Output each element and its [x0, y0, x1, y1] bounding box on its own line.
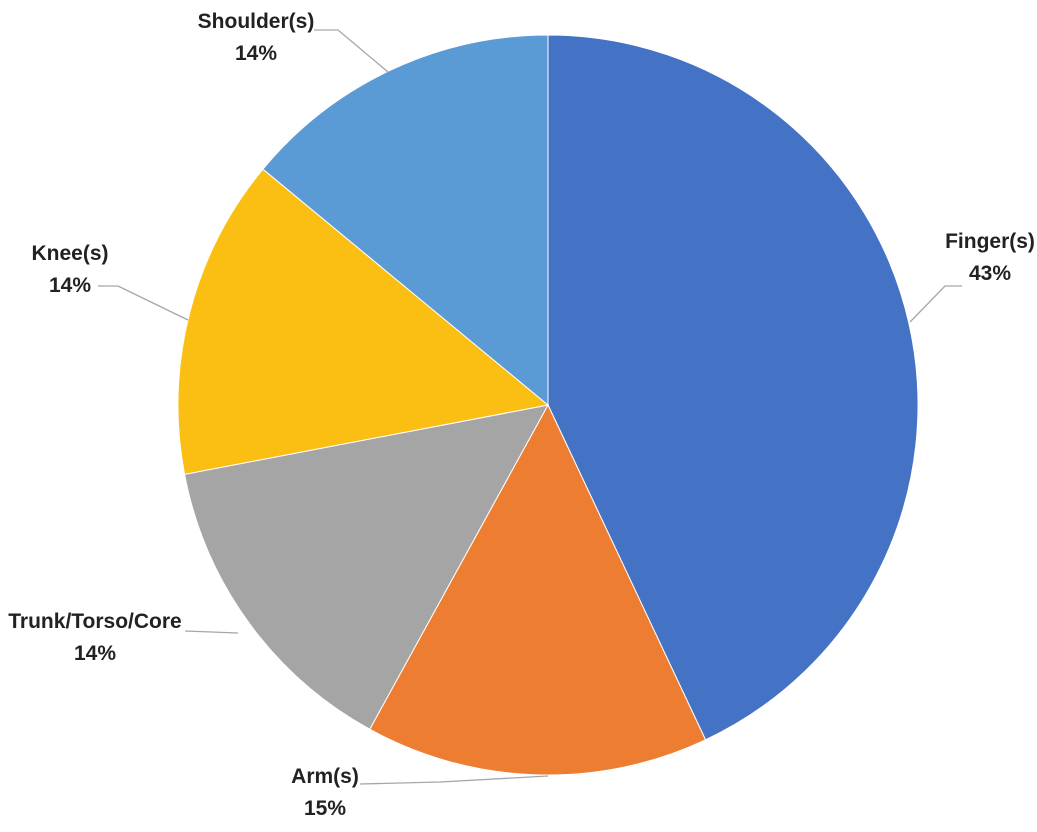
leader-line-knee [98, 285, 189, 321]
slice-percent-shoulder: 14% [235, 42, 277, 65]
pie-slice-trunk [183, 404, 549, 730]
slice-label-shoulder: Shoulder(s) [198, 10, 315, 33]
leader-line-trunk [184, 630, 239, 634]
pie-slice-finger [547, 34, 919, 741]
leader-line-finger [909, 285, 962, 323]
pie-slice-shoulder [262, 34, 549, 407]
pie-slice-knee [177, 168, 550, 475]
leader-line-shoulder [314, 29, 389, 73]
slice-labels: Finger(s) 43% Arm(s) 15% Trunk/Torso/Core 14%… [8, 10, 1035, 820]
leader-line-arm [359, 775, 549, 785]
slice-label-finger: Finger(s) [945, 230, 1035, 253]
slice-percent-knee: 14% [49, 274, 91, 297]
leader-lines [98, 29, 962, 785]
pie-slices [177, 34, 919, 776]
slice-percent-finger: 43% [969, 262, 1011, 285]
slice-percent-arm: 15% [304, 797, 346, 820]
slice-percent-trunk: 14% [74, 642, 116, 665]
slice-label-trunk: Trunk/Torso/Core [8, 610, 181, 633]
slice-label-arm: Arm(s) [291, 765, 359, 788]
slice-label-knee: Knee(s) [31, 242, 108, 265]
pie-slice-arm [369, 403, 707, 776]
